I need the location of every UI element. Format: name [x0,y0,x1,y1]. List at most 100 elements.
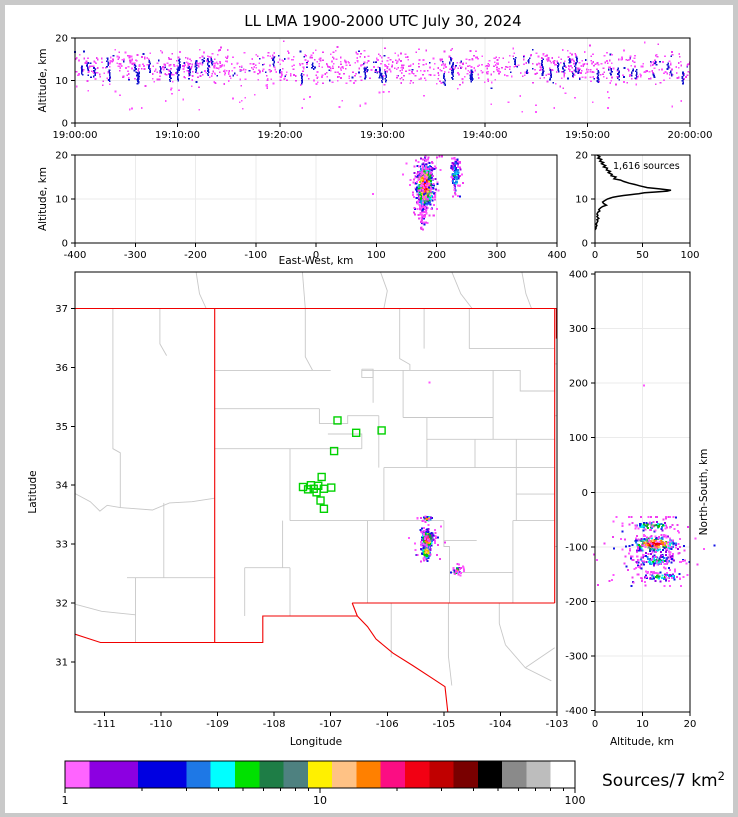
source-point [176,71,179,73]
source-point [170,67,172,70]
source-point [696,563,699,566]
source-point [637,538,640,541]
source-point [432,182,435,185]
source-point [418,165,421,168]
source-point [331,65,334,68]
source-point [666,574,669,577]
source-point [316,76,319,79]
source-point [567,56,570,58]
source-point [95,62,97,64]
source-point [490,81,493,84]
source-point [209,60,212,63]
source-point [660,534,663,537]
source-point [673,575,676,578]
source-point [135,71,138,74]
source-point [578,61,581,64]
source-point [189,68,191,71]
source-point [457,184,460,187]
source-point [557,67,560,70]
source-point [683,559,686,562]
source-point [148,68,151,71]
county-border [469,369,555,392]
source-point [589,44,591,47]
source-point [650,570,653,573]
source-point [440,69,443,72]
source-point [682,81,684,84]
source-point [281,59,284,62]
colorbar-tick-label: 1 [62,794,69,807]
source-point [425,63,428,65]
source-point [400,76,403,79]
source-point [665,546,668,549]
source-point [429,180,432,183]
source-point [332,62,335,65]
source-point [273,60,276,63]
source-point [452,182,455,185]
source-point [669,70,672,73]
source-point [427,198,430,201]
source-point [217,49,220,52]
source-point [191,75,194,77]
source-point [425,183,428,186]
source-point [278,58,281,61]
source-point [629,58,632,61]
source-point [338,73,341,76]
source-point [618,75,621,78]
source-point [678,577,681,580]
source-point [570,61,573,64]
source-point [516,66,519,68]
source-point [642,526,645,529]
source-point [652,549,655,552]
source-point [302,66,305,69]
source-point [164,64,167,66]
source-point [168,58,171,60]
source-point [305,55,307,57]
source-point [424,541,427,544]
source-point [466,72,469,75]
source-point [429,196,432,199]
source-point [211,63,214,66]
source-point [424,155,427,158]
source-point [653,546,656,549]
source-point [356,59,359,62]
source-point [238,101,241,104]
source-point [645,522,648,525]
source-point [429,167,432,170]
source-point [669,62,672,65]
source-point [301,82,303,85]
source-point [669,72,672,74]
source-point [615,83,617,86]
source-point [134,77,136,80]
source-point [637,565,640,568]
source-point [157,59,160,62]
y-tick-label: 100 [569,433,588,444]
source-point [579,68,581,71]
source-point [416,175,419,178]
source-point [349,64,351,66]
source-point [470,72,473,75]
source-point [432,192,435,195]
source-point [469,77,472,80]
source-point [427,194,430,197]
source-point [649,553,652,556]
source-point [413,165,416,168]
source-point [625,565,628,568]
source-point [201,55,204,58]
source-point [428,517,431,520]
source-point [427,523,430,526]
source-point [634,566,637,569]
source-point [422,537,425,540]
source-point [629,55,632,58]
source-point [664,535,667,538]
source-point [148,60,151,62]
source-point [648,77,650,80]
source-point [477,65,479,68]
source-point [420,531,423,534]
source-point [541,62,543,65]
source-point [651,545,654,548]
source-point [138,71,140,73]
x-tick-label: 20:00:00 [668,130,713,141]
colorbar-segment [405,761,430,788]
